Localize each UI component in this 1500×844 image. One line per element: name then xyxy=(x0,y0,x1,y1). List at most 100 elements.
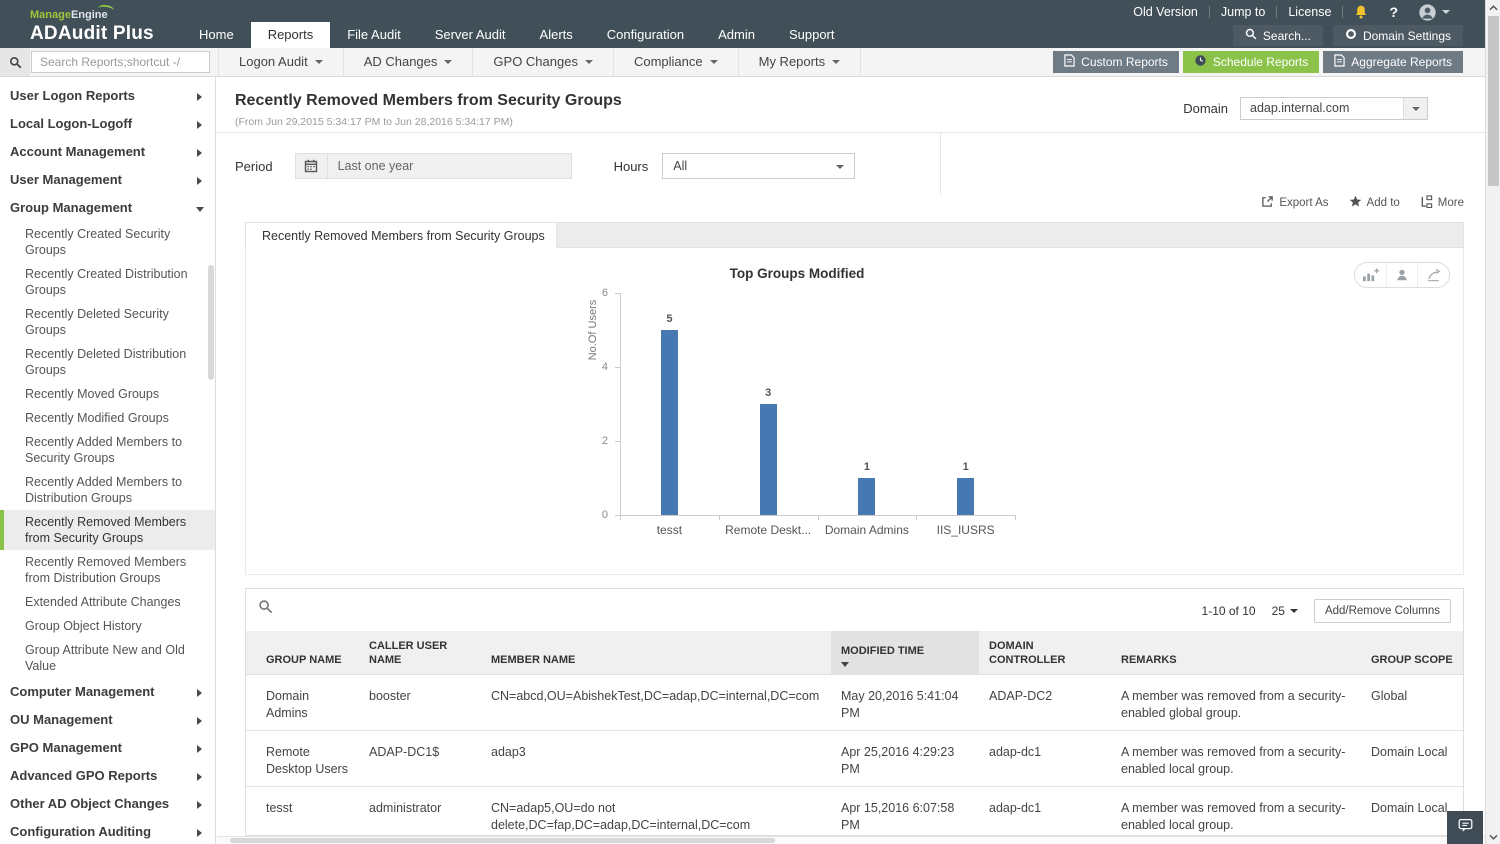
help-icon[interactable]: ? xyxy=(1389,4,1398,20)
sidebar-item-ou-management[interactable]: OU Management xyxy=(0,706,215,734)
report-search-input[interactable] xyxy=(31,51,210,73)
y-tick-label: 2 xyxy=(601,435,608,447)
sidebar-item-computer-management[interactable]: Computer Management xyxy=(0,678,215,706)
horizontal-scrollbar-thumb[interactable] xyxy=(230,838,775,843)
sidebar-item-recently-moved-groups[interactable]: Recently Moved Groups xyxy=(25,387,160,401)
column-label: MODIFIED TIME xyxy=(841,645,925,657)
sidebar-item-user-logon-reports[interactable]: User Logon Reports xyxy=(0,82,215,110)
sidebar-item-group-object-history[interactable]: Group Object History xyxy=(25,619,142,633)
nav-home[interactable]: Home xyxy=(199,27,234,42)
y-axis-line xyxy=(620,293,621,515)
column-header-caller-user-name[interactable]: CALLER USER NAME xyxy=(359,631,481,675)
menu-logon-audit[interactable]: Logon Audit xyxy=(218,48,343,76)
nav-configuration[interactable]: Configuration xyxy=(606,27,685,42)
sidebar-item-local-logon-logoff[interactable]: Local Logon-Logoff xyxy=(0,110,215,138)
sidebar-item-recently-created-distribution-groups[interactable]: Recently Created Distribution Groups xyxy=(25,267,188,297)
hours-select[interactable]: All xyxy=(662,153,856,179)
schedule-reports-button[interactable]: Schedule Reports xyxy=(1182,51,1320,73)
menu-ad-changes[interactable]: AD Changes xyxy=(342,48,473,76)
sidebar-item-label: Group Management xyxy=(10,200,133,215)
sidebar-item-gpo-management[interactable]: GPO Management xyxy=(0,734,215,762)
add-remove-columns-button[interactable]: Add/Remove Columns xyxy=(1313,599,1451,623)
sidebar-item-group-attribute-new-and-old-value[interactable]: Group Attribute New and Old Value xyxy=(25,643,185,673)
global-search-button[interactable]: Search... xyxy=(1232,25,1323,46)
scroll-up-icon[interactable] xyxy=(1486,0,1500,15)
nav-server-audit[interactable]: Server Audit xyxy=(434,27,506,42)
search-icon xyxy=(1245,28,1257,43)
cell-caller-user-name: booster xyxy=(369,689,411,703)
sidebar-item-account-management[interactable]: Account Management xyxy=(0,138,215,166)
notification-icon[interactable] xyxy=(1343,4,1379,20)
feedback-chat-button[interactable] xyxy=(1447,811,1483,844)
top-link-license[interactable]: License xyxy=(1288,5,1332,19)
sidebar-item-recently-deleted-distribution-groups[interactable]: Recently Deleted Distribution Groups xyxy=(25,347,187,377)
sidebar-item-advanced-gpo-reports[interactable]: Advanced GPO Reports xyxy=(0,762,215,790)
cell-modified-time: Apr 15,2016 6:07:58 PM xyxy=(831,786,979,835)
chart-type-icon[interactable] xyxy=(1355,263,1386,287)
button-label: Aggregate Reports xyxy=(1351,55,1452,69)
sidebar-item-recently-added-members-to-distribution-groups[interactable]: Recently Added Members to Distribution G… xyxy=(25,475,183,505)
sidebar-item-recently-deleted-security-groups[interactable]: Recently Deleted Security Groups xyxy=(25,307,169,337)
manageengine-logo[interactable]: ManageEngine ADAudit Plus xyxy=(30,3,154,45)
nav-support[interactable]: Support xyxy=(788,27,835,42)
sidebar-item-group-management[interactable]: Group Management xyxy=(0,194,215,222)
menu-compliance[interactable]: Compliance xyxy=(612,48,738,76)
sidebar-search-icon[interactable] xyxy=(0,48,30,76)
custom-reports-button[interactable]: Custom Reports xyxy=(1053,51,1179,73)
sidebar-item-user-management[interactable]: User Management xyxy=(0,166,215,194)
column-header-group-scope[interactable]: GROUP SCOPE xyxy=(1361,631,1463,675)
sidebar-item-configuration-auditing[interactable]: Configuration Auditing xyxy=(0,818,215,844)
chevron-down-icon xyxy=(1289,609,1298,613)
nav-file-audit[interactable]: File Audit xyxy=(347,27,401,42)
sidebar-item-recently-modified-groups[interactable]: Recently Modified Groups xyxy=(25,411,169,425)
clock-icon xyxy=(1194,54,1207,70)
menu-gpo-changes[interactable]: GPO Changes xyxy=(472,48,613,76)
domain-select[interactable]: adap.internal.com xyxy=(1240,97,1428,120)
domain-label: Domain xyxy=(1183,101,1228,116)
table-meta: 1-10 of 10 25 Add/Remove Columns xyxy=(1202,599,1451,623)
top-link-jump-to[interactable]: Jump to xyxy=(1220,5,1266,19)
domain-settings-icon xyxy=(1345,28,1357,43)
sidebar-item-extended-attribute-changes[interactable]: Extended Attribute Changes xyxy=(25,595,181,609)
scroll-down-icon[interactable] xyxy=(1486,829,1500,844)
page-size-dropdown[interactable]: 25 xyxy=(1272,604,1298,618)
table-row: Remote Desktop Users ADAP-DC1$ adap3 Apr 25… xyxy=(246,730,1463,787)
menu-my-reports[interactable]: My Reports xyxy=(737,48,862,76)
top-link-old-version[interactable]: Old Version xyxy=(1133,5,1198,19)
report-table: GROUP NAME CALLER USER NAME MEMBER NAME MOD… xyxy=(246,631,1463,835)
bar-domain-admins[interactable] xyxy=(858,478,876,515)
period-input[interactable]: Last one year xyxy=(294,153,572,179)
sidebar-item-recently-created-security-groups[interactable]: Recently Created Security Groups xyxy=(25,227,171,257)
column-header-modified-time[interactable]: MODIFIED TIME xyxy=(831,631,979,675)
nav-admin[interactable]: Admin xyxy=(718,27,755,42)
user-icon[interactable] xyxy=(1408,3,1460,22)
export-as-action[interactable]: Export As xyxy=(1261,195,1329,211)
tab-recently-removed-members[interactable]: Recently Removed Members from Security G… xyxy=(245,222,557,249)
more-action[interactable]: More xyxy=(1420,195,1464,211)
nav-alerts[interactable]: Alerts xyxy=(539,27,573,42)
table-search-icon[interactable] xyxy=(258,599,273,619)
column-header-group-name[interactable]: GROUP NAME xyxy=(246,631,359,675)
nav-reports[interactable]: Reports xyxy=(250,22,331,48)
bar-iis-iusrs[interactable] xyxy=(957,478,975,515)
bar-remote-deskt[interactable] xyxy=(759,404,777,515)
sidebar-item-other-ad-object-changes[interactable]: Other AD Object Changes xyxy=(0,790,215,818)
add-to-action[interactable]: Add to xyxy=(1349,195,1400,211)
domain-settings-button[interactable]: Domain Settings xyxy=(1332,25,1463,46)
sidebar-item-recently-removed-members-from-security-groups[interactable]: Recently Removed Members from Security G… xyxy=(0,510,215,550)
sidebar-item-recently-added-members-to-security-groups[interactable]: Recently Added Members to Security Group… xyxy=(25,435,183,465)
vertical-scrollbar-thumb[interactable] xyxy=(1488,16,1499,186)
bar-tesst[interactable] xyxy=(660,330,678,515)
column-header-member-name[interactable]: MEMBER NAME xyxy=(481,631,831,675)
cell-modified-time: May 20,2016 5:41:04 PM xyxy=(841,689,959,720)
chart-refresh-icon[interactable] xyxy=(1417,263,1449,287)
column-header-remarks[interactable]: REMARKS xyxy=(1111,631,1361,675)
aggregate-reports-button[interactable]: Aggregate Reports xyxy=(1323,51,1463,73)
column-header-domain-controller[interactable]: DOMAIN CONTROLLER xyxy=(979,631,1111,675)
sidebar-scrollbar-thumb[interactable] xyxy=(208,265,214,380)
user-filter-icon[interactable] xyxy=(1385,263,1418,287)
sidebar-item-recently-removed-members-from-distribution-groups[interactable]: Recently Removed Members from Distributi… xyxy=(25,555,187,585)
bar-chart: No.Of Users 0 2 4 6 5 tesst 3 Remote Deskt... 1 D… xyxy=(217,287,1047,548)
